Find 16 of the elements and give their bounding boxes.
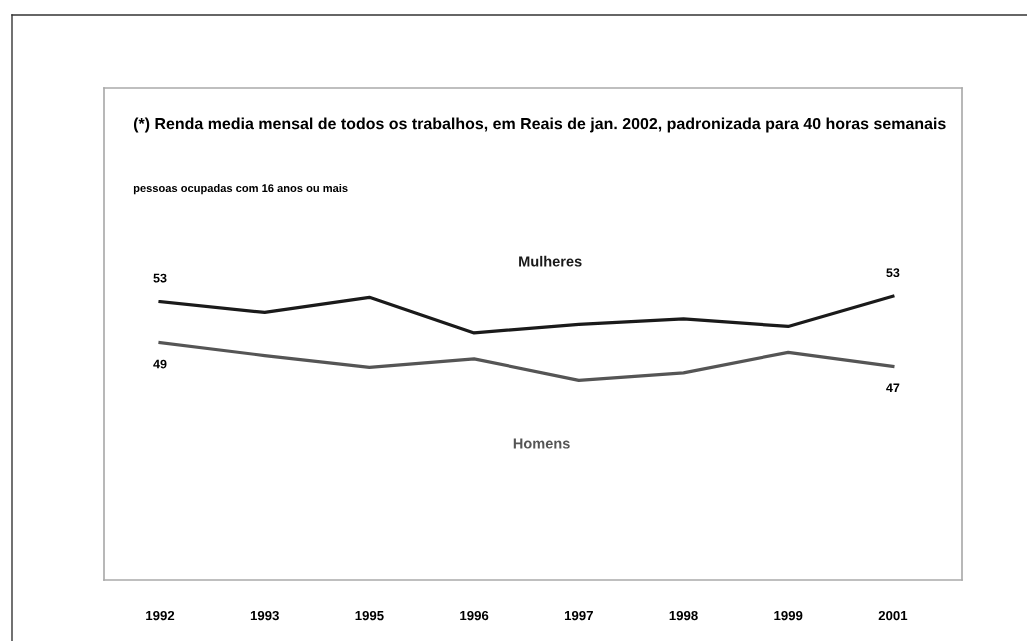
x-tick-label: 1997 xyxy=(564,610,593,621)
text: pessoas ocupadas com 16 anos ou mais xyxy=(133,183,348,195)
data-label: 53 xyxy=(153,273,167,283)
x-tick-label: 1998 xyxy=(669,610,698,621)
x-tick-label: 2001 xyxy=(878,610,908,621)
text: (*) Renda media mensal de todos os trabalhos, em Reais de jan. 2002, padronizada para 40 horas semanais xyxy=(133,117,946,133)
x-tick-label: 1999 xyxy=(774,610,803,621)
data-label: 53 xyxy=(886,268,900,278)
x-tick-label: 1992 xyxy=(146,610,175,621)
x-tick-label: 1996 xyxy=(460,610,489,621)
text: Homens xyxy=(513,438,570,449)
data-label: 47 xyxy=(886,383,900,393)
x-tick-label: 1993 xyxy=(250,610,279,621)
data-label: 49 xyxy=(153,359,167,369)
x-tick-label: 1995 xyxy=(355,610,384,621)
text: Mulheres xyxy=(519,255,582,267)
